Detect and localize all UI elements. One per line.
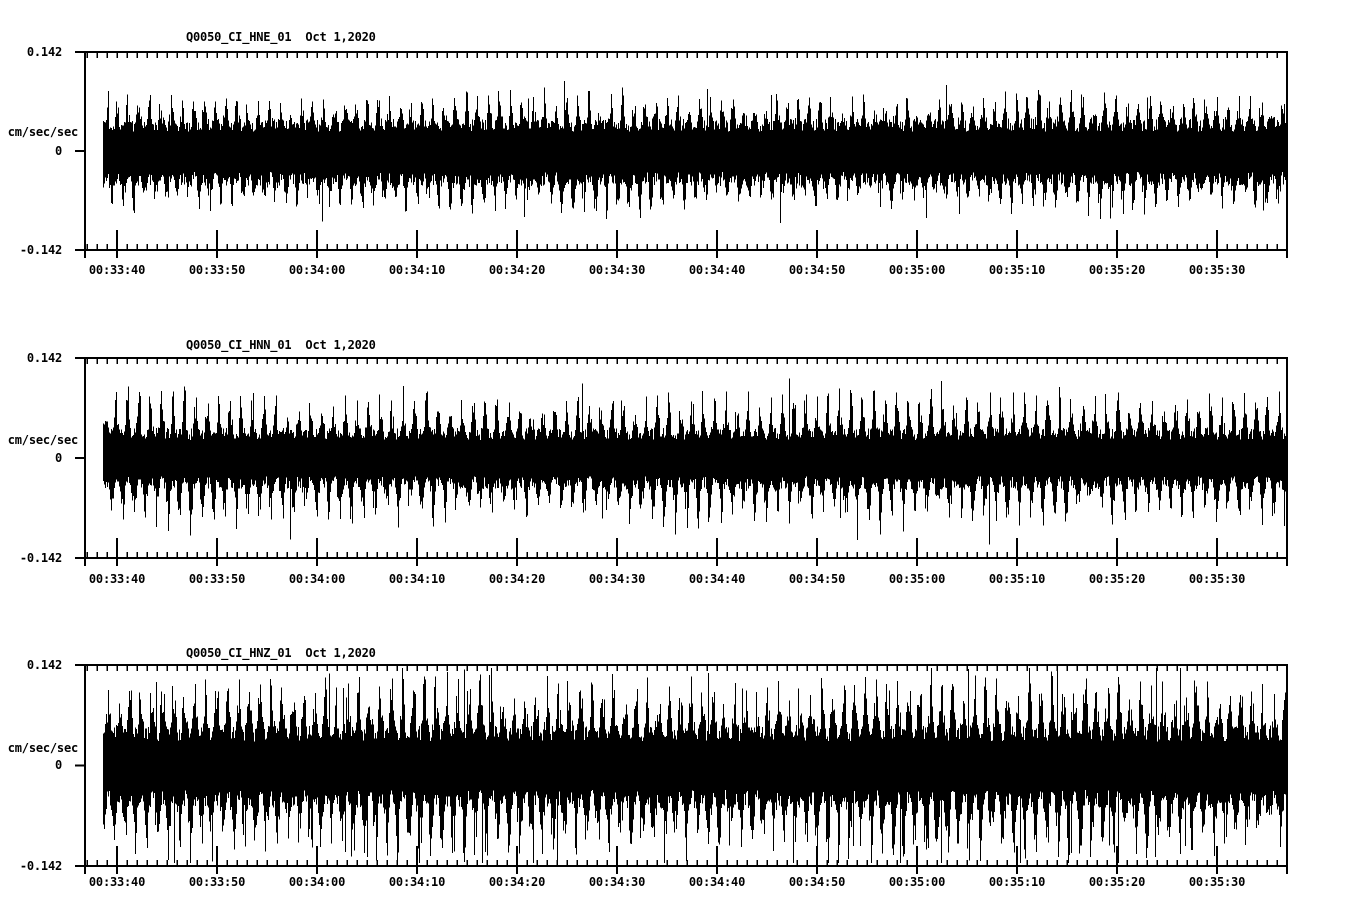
y-tick-label-zero-hnz: 0 xyxy=(54,758,62,772)
waveform-trace-hne xyxy=(103,81,1287,223)
x-tick-label: 00:34:50 xyxy=(788,572,846,586)
x-tick-label: 00:34:10 xyxy=(388,875,446,889)
plot-title-hne: Q0050_CI_HNE_01 Oct 1,2020 xyxy=(186,30,376,44)
x-tick-label: 00:34:20 xyxy=(488,572,546,586)
x-tick-label: 00:33:40 xyxy=(88,572,146,586)
y-tick-label-min-hnz: -0.142 xyxy=(19,859,62,873)
x-tick-label: 00:34:40 xyxy=(688,572,746,586)
y-axis-unit-hnz: cm/sec/sec xyxy=(7,741,78,755)
plot-title-hnn: Q0050_CI_HNN_01 Oct 1,2020 xyxy=(186,338,376,352)
x-tick-label: 00:34:10 xyxy=(388,263,446,277)
y-tick-label-min-hnn: -0.142 xyxy=(19,551,62,565)
y-axis-unit-hnn: cm/sec/sec xyxy=(7,433,78,447)
x-tick-label: 00:33:50 xyxy=(188,875,246,889)
y-axis-unit-hne: cm/sec/sec xyxy=(7,125,78,139)
y-tick-label-zero-hne: 0 xyxy=(54,144,62,158)
x-tick-label: 00:33:50 xyxy=(188,263,246,277)
y-tick-label-zero-hnn: 0 xyxy=(54,451,62,465)
x-tick-label: 00:35:00 xyxy=(888,263,946,277)
y-tick-label-max-hnn: 0.142 xyxy=(26,351,62,365)
x-tick-label: 00:34:50 xyxy=(788,263,846,277)
x-tick-label: 00:34:30 xyxy=(588,263,646,277)
x-tick-label: 00:34:00 xyxy=(288,875,346,889)
x-tick-label: 00:35:30 xyxy=(1188,875,1246,889)
x-tick-label: 00:35:20 xyxy=(1088,263,1146,277)
x-tick-label: 00:35:10 xyxy=(988,263,1046,277)
x-tick-label: 00:33:40 xyxy=(88,263,146,277)
x-tick-label: 00:33:50 xyxy=(188,572,246,586)
x-tick-label: 00:35:30 xyxy=(1188,572,1246,586)
waveform-trace-hnz xyxy=(103,668,1287,863)
x-tick-label: 00:35:20 xyxy=(1088,875,1146,889)
x-tick-label: 00:35:00 xyxy=(888,875,946,889)
x-tick-label: 00:34:00 xyxy=(288,263,346,277)
x-tick-label: 00:34:10 xyxy=(388,572,446,586)
y-tick-label-max-hnz: 0.142 xyxy=(26,658,62,672)
x-tick-label: 00:35:10 xyxy=(988,875,1046,889)
y-tick-label-min-hne: -0.142 xyxy=(19,243,62,257)
x-tick-label: 00:34:30 xyxy=(588,572,646,586)
x-tick-label: 00:35:00 xyxy=(888,572,946,586)
x-tick-label: 00:35:10 xyxy=(988,572,1046,586)
x-tick-label: 00:34:20 xyxy=(488,875,546,889)
plot-title-hnz: Q0050_CI_HNZ_01 Oct 1,2020 xyxy=(186,646,376,660)
x-tick-label: 00:34:30 xyxy=(588,875,646,889)
x-tick-label: 00:35:20 xyxy=(1088,572,1146,586)
x-tick-label: 00:34:20 xyxy=(488,263,546,277)
y-tick-label-max-hne: 0.142 xyxy=(26,45,62,59)
waveform-trace-hnn xyxy=(103,378,1287,545)
x-tick-label: 00:34:50 xyxy=(788,875,846,889)
x-tick-label: 00:35:30 xyxy=(1188,263,1246,277)
x-tick-label: 00:33:40 xyxy=(88,875,146,889)
x-tick-label: 00:34:40 xyxy=(688,263,746,277)
x-tick-label: 00:34:00 xyxy=(288,572,346,586)
x-tick-label: 00:34:40 xyxy=(688,875,746,889)
